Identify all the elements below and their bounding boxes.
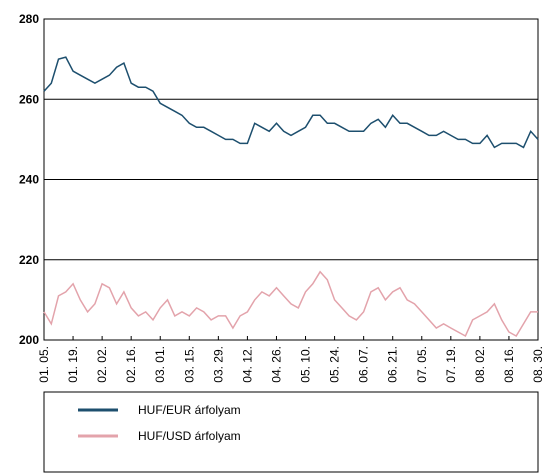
legend-label: HUF/EUR árfolyam: [138, 403, 241, 417]
x-tick-label: 08. 30.: [531, 346, 543, 383]
x-tick-label: 07. 05.: [415, 346, 429, 383]
x-tick-label: 05. 24.: [328, 346, 342, 383]
x-tick-label: 06. 21.: [386, 346, 400, 383]
x-tick-label: 03. 29.: [211, 346, 225, 383]
y-tick-label: 240: [19, 173, 39, 187]
x-tick-label: 04. 12.: [240, 346, 254, 383]
x-tick-label: 05. 10.: [299, 346, 313, 383]
x-tick-label: 06. 07.: [357, 346, 371, 383]
x-tick-label: 08. 02.: [473, 346, 487, 383]
x-tick-label: 03. 01.: [153, 346, 167, 383]
legend-frame: [43, 391, 539, 473]
series-line: [43, 270, 538, 338]
x-tick-label: 01. 05.: [37, 346, 51, 383]
x-tick-label: 02. 16.: [124, 346, 138, 383]
x-tick-label: 01. 19.: [66, 346, 80, 383]
x-tick-label: 04. 26.: [269, 346, 283, 383]
legend-label: HUF/USD árfolyam: [138, 429, 241, 443]
x-tick-label: 08. 16.: [502, 346, 516, 383]
y-tick-label: 200: [19, 333, 39, 347]
y-tick-label: 260: [19, 92, 39, 106]
x-tick-label: 07. 19.: [444, 346, 458, 383]
series-line: [43, 56, 539, 149]
y-tick-label: 220: [19, 253, 39, 267]
y-tick-label: 280: [19, 12, 39, 26]
x-tick-label: 03. 15.: [182, 346, 196, 383]
x-tick-label: 02. 02.: [95, 346, 109, 383]
